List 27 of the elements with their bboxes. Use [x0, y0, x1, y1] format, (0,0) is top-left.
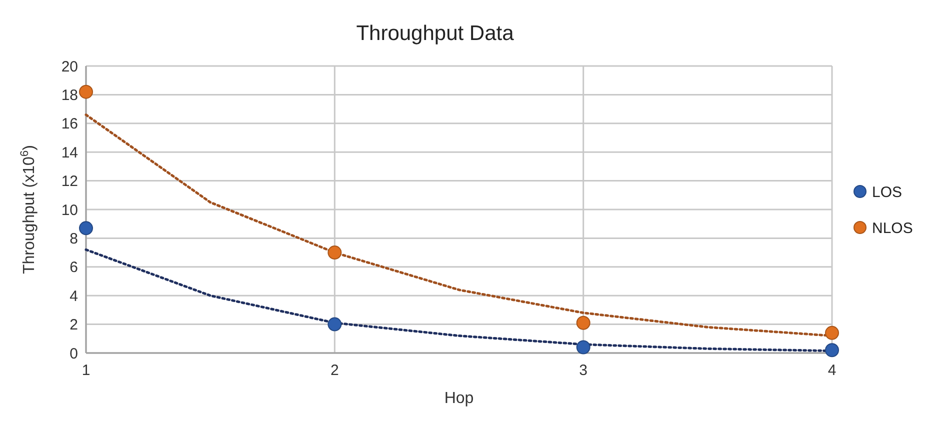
y-tick-label: 14	[61, 144, 78, 162]
point	[79, 84, 93, 99]
x-axis-title: Hop	[444, 390, 474, 407]
point	[79, 221, 93, 236]
y-tick-label: 12	[61, 173, 78, 190]
x-tick-label: 2	[330, 362, 339, 379]
point	[576, 316, 590, 330]
y-tick-label: 8	[70, 230, 78, 248]
x-tick-label: 1	[82, 362, 90, 379]
y-tick-label: 2	[70, 316, 78, 334]
y-tick-label: 6	[70, 259, 78, 276]
x-tick-label: 3	[579, 362, 588, 379]
y-tick-label: 0	[70, 345, 78, 362]
chart-title: Throughput Data	[356, 22, 514, 45]
point	[825, 326, 839, 340]
point	[825, 343, 839, 358]
point	[328, 246, 342, 260]
legend-label: LOS	[872, 184, 902, 201]
y-tick-label: 20	[61, 58, 78, 76]
y-tick-label: 18	[61, 86, 78, 104]
y-tick-label: 16	[61, 116, 78, 133]
y-tick-label: 4	[70, 288, 78, 305]
x-tick-label: 4	[828, 362, 836, 379]
y-tick-label: 10	[61, 202, 78, 219]
point	[576, 340, 590, 354]
legend-label: NLOS	[872, 220, 913, 237]
point	[328, 317, 342, 332]
